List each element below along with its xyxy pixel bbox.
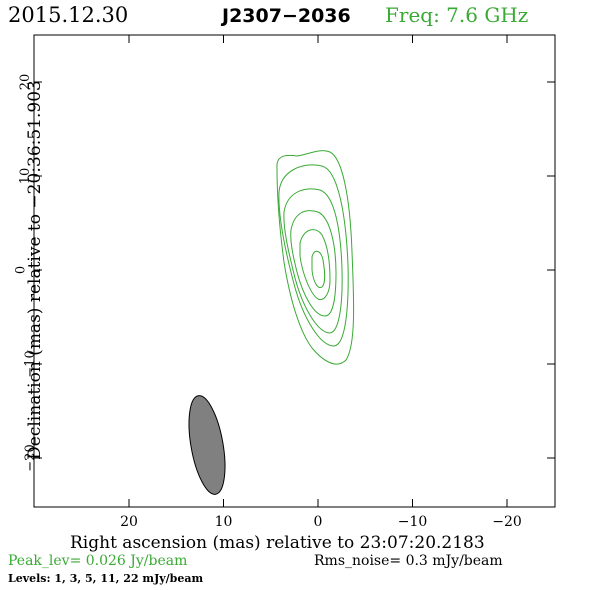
contours (276, 150, 355, 365)
source-name: J2307−2036 (222, 5, 351, 27)
rms-noise: Rms_noise= 0.3 mJy/beam (314, 553, 503, 569)
axis-ticks (34, 35, 555, 507)
peak-level: Peak_lev= 0.026 Jy/beam (8, 553, 188, 569)
contour-levels: Levels: 1, 3, 5, 11, 22 mJy/beam (8, 572, 204, 585)
restoring-beam (188, 395, 226, 495)
contour-level-22 (299, 229, 331, 301)
x-tick-label: 10 (214, 514, 233, 530)
contour-peak (311, 250, 326, 289)
plot-frame (33, 34, 556, 508)
contour-level-3 (278, 164, 349, 347)
x-axis-label: Right ascension (mas) relative to 23:07:… (70, 533, 485, 553)
x-tick-label: −20 (492, 514, 522, 530)
contour-level-5 (283, 188, 343, 334)
contour-level-1 (276, 150, 355, 365)
x-tick-label: −10 (397, 514, 428, 530)
frequency-label: Freq: 7.6 GHz (385, 3, 529, 27)
contour-level-11 (290, 210, 337, 317)
observation-date: 2015.12.30 (8, 3, 129, 27)
y-axis-label: Declination (mas) relative to −20:36:51.… (25, 80, 45, 460)
x-tick-label: 20 (120, 514, 138, 530)
x-tick-label: 0 (313, 514, 323, 530)
